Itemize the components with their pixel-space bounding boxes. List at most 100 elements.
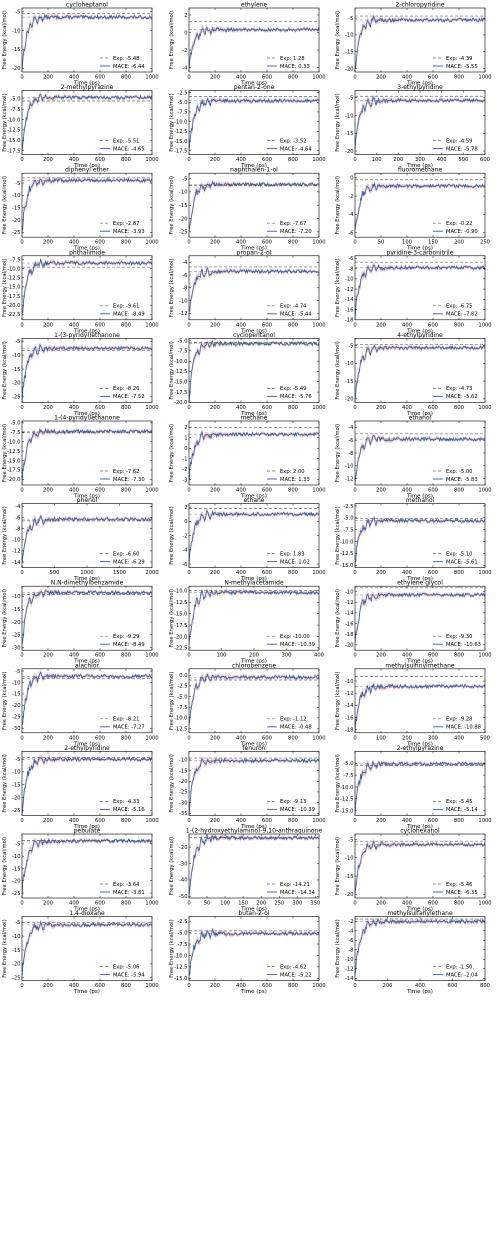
x-tick-label: 1000: [478, 570, 491, 576]
axes-frame: [21, 503, 153, 568]
y-axis-label: Free Energy (kcal/mol): [169, 259, 175, 317]
subplot-title: 3-ethylpyridine: [397, 84, 443, 91]
x-tick-label: 800: [288, 818, 298, 824]
subplot-title: propan-2-ol: [237, 249, 272, 256]
x-tick-label: 300: [292, 901, 302, 907]
y-tick-label: -10: [12, 193, 20, 199]
y-axis-label: Free Energy (kcal/mol): [169, 837, 175, 895]
x-axis-label: Time (ps): [240, 659, 267, 665]
x-tick-label: 600: [95, 901, 105, 907]
subplot: N-methylacetamide 0 100 200 300 400 -22.5 -20.0…: [169, 580, 324, 665]
y-tick-label: -15.0: [340, 563, 353, 569]
x-tick-label: 1000: [145, 405, 158, 411]
x-tick-label: 400: [69, 405, 79, 411]
y-axis-label: Free Energy (kcal/mol): [169, 506, 175, 564]
x-tick-label: 200: [43, 405, 53, 411]
axes-frame: [21, 90, 153, 155]
x-tick-label: 600: [428, 901, 438, 907]
y-tick-label: -5.0: [177, 338, 187, 344]
legend: Exp: -6.60 MACE: -6.29: [100, 551, 145, 565]
subplot-title: N,N-dimethylbenzamide: [51, 580, 124, 587]
mace-uncertainty-band: [22, 754, 152, 816]
y-axis-label: Free Energy (kcal/mol): [335, 424, 341, 482]
legend: Exp: -3.52 MACE: -4.64: [267, 138, 312, 152]
y-tick-label: -15: [12, 692, 20, 698]
x-axis-label: Time (ps): [240, 163, 267, 169]
x-tick-label: 800: [454, 570, 464, 576]
legend-mace-label: MACE: -6.44: [113, 64, 145, 70]
y-tick-label: -35: [179, 811, 187, 817]
y-tick-label: -25: [179, 230, 187, 236]
y-tick-label: -20: [345, 892, 353, 898]
x-tick-label: 150: [238, 901, 248, 907]
y-tick-label: -10: [345, 589, 353, 595]
x-tick-label: 1000: [145, 488, 158, 494]
x-tick-label: 200: [376, 75, 386, 81]
legend: Exp: 1.83 MACE: 1.02: [267, 551, 310, 565]
y-tick-label: -20.0: [174, 634, 187, 640]
y-tick-label: -12.5: [174, 726, 187, 732]
x-tick-label: 400: [437, 157, 447, 163]
x-tick-label: 1000: [145, 653, 158, 659]
subplot: ethanol 0 200 400 600 800 1000 -12 -10 -8 -6 -4 Time…: [335, 415, 492, 500]
y-tick-label: -10: [179, 298, 187, 304]
x-tick-label: 400: [236, 75, 246, 81]
y-tick-label: -30: [179, 800, 187, 806]
mace-series-line: [22, 13, 152, 72]
x-tick-label: 800: [121, 653, 131, 659]
x-tick-label: 0: [20, 901, 23, 907]
subplot: diphenyl ether 0 200 400 600 800 1000 -25 -20 -15…: [2, 167, 159, 252]
x-tick-label: 100: [376, 735, 386, 741]
x-tick-label: 600: [95, 735, 105, 741]
y-axis-label: Free Energy (kcal/mol): [335, 176, 341, 234]
x-tick-label: 100: [217, 653, 227, 659]
x-tick-label: 800: [121, 75, 131, 81]
y-axis-label: Free Energy (kcal/mol): [335, 837, 341, 895]
x-tick-label: 0: [353, 488, 356, 494]
y-tick-label: -10: [345, 464, 353, 470]
x-axis-label: Time (ps): [73, 824, 100, 830]
x-tick-label: 400: [69, 75, 79, 81]
mace-series-line: [189, 340, 319, 403]
mace-series-line: [189, 673, 319, 724]
subplot-title: diphenyl ether: [65, 167, 109, 174]
mace-series-line: [355, 434, 485, 483]
x-tick-label: 1000: [145, 983, 158, 989]
x-tick-label: 400: [69, 735, 79, 741]
y-tick-label: -20: [12, 795, 20, 801]
mace-series-line: [355, 182, 485, 231]
x-tick-label: 0: [187, 322, 190, 328]
x-axis-label: Time (ps): [240, 989, 267, 995]
legend: Exp: -4.33 MACE: -5.16: [100, 799, 145, 813]
subplot-title: fluoromethane: [398, 167, 442, 174]
x-axis-label: Time (ps): [406, 907, 433, 913]
x-tick-label: 1000: [478, 901, 491, 907]
x-tick-label: 200: [376, 405, 386, 411]
x-axis-label: Time (ps): [406, 246, 433, 252]
x-tick-label: 600: [95, 488, 105, 494]
y-tick-label: -10: [345, 679, 353, 685]
legend-mace-label: MACE: -10.39: [280, 807, 315, 813]
y-tick-label: -15: [12, 607, 20, 613]
subplot: butan-2-ol 0 200 400 600 800 1000 -15.0 -12.5 -10…: [169, 910, 326, 995]
x-tick-label: 600: [428, 75, 438, 81]
legend-mace-label: MACE: -5.44: [280, 312, 312, 318]
plot-area: [189, 834, 319, 898]
axes-frame: [21, 833, 153, 899]
mace-series-line: [189, 26, 319, 71]
y-axis-label: Free Energy (kcal/mol): [169, 754, 175, 812]
plot-area: [355, 587, 485, 648]
x-tick-label: 400: [402, 405, 412, 411]
y-tick-label: -10: [12, 538, 20, 544]
mace-series-line: [355, 95, 485, 150]
axes-frame: [188, 7, 320, 73]
subplot: 1-(4-pyridyl)ethanone 0 200 400 600 800 1000 -2…: [2, 415, 159, 500]
x-tick-label: 0: [187, 735, 190, 741]
y-tick-label: -5: [15, 842, 20, 848]
x-tick-label: 200: [210, 75, 220, 81]
legend-exp-label: Exp: -5.45: [446, 799, 472, 805]
legend-exp-label: Exp: -9.30: [446, 634, 472, 640]
y-tick-label: -5: [348, 837, 353, 843]
mace-series-line: [22, 837, 152, 897]
x-tick-label: 400: [415, 983, 425, 989]
